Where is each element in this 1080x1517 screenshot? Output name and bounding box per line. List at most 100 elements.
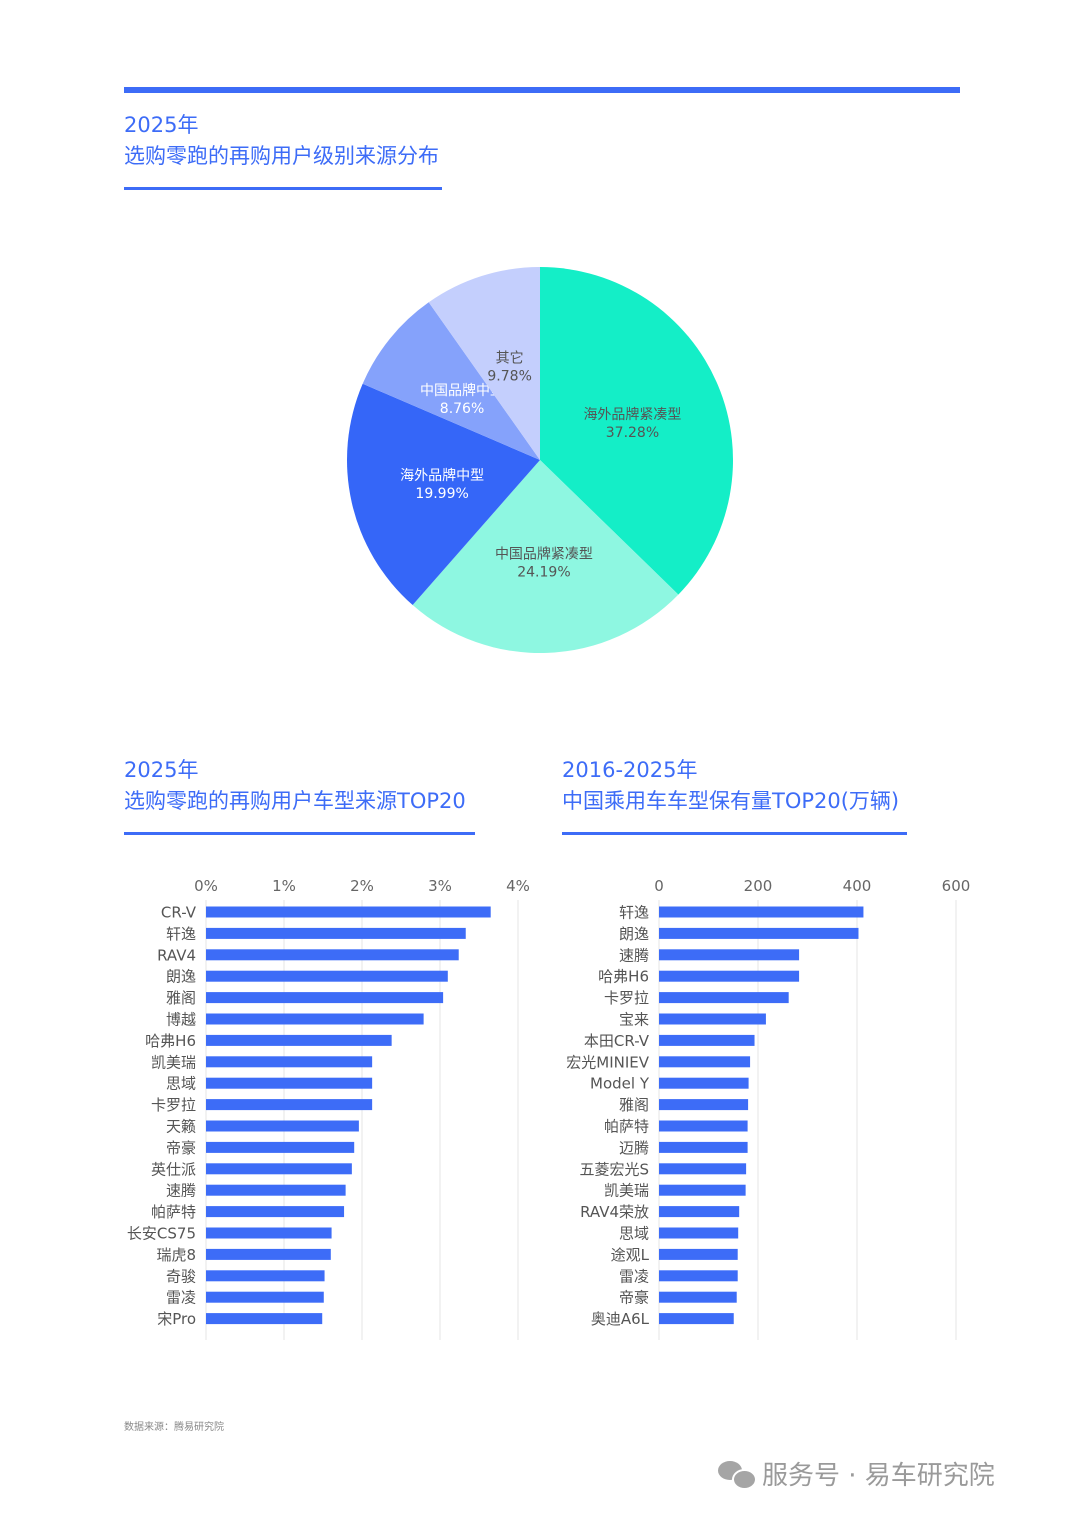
- right-chart-bar: [659, 1313, 734, 1325]
- pie-slice: [362, 302, 540, 460]
- left-chart-bar: [206, 1206, 345, 1218]
- right-chart-category-label: 轩逸: [619, 904, 649, 922]
- left-chart-category-label: 帕萨特: [151, 1203, 196, 1221]
- left-chart-category-label: 轩逸: [166, 925, 196, 943]
- left-chart-bar: [206, 949, 459, 961]
- right-chart-bar: [659, 1077, 749, 1089]
- left-chart-bar: [206, 1184, 346, 1196]
- pie-chart: 海外品牌紧凑型 37.28% 中国品牌紧凑型 24.19% 海外品牌中型 19.99% 中国…: [347, 267, 733, 653]
- pie-slice-label: 海外品牌紧凑型: [583, 406, 681, 423]
- right-chart-category-label: 雅阁: [619, 1096, 649, 1114]
- left-chart-bar: [206, 1099, 373, 1111]
- pie-slice-value: 19.99%: [415, 486, 468, 502]
- watermark-text: 服务号 · 易车研究院: [762, 1461, 995, 1491]
- right-chart-bar: [659, 1270, 738, 1282]
- right-chart-bar: [659, 1163, 747, 1175]
- right-chart-tick-label: 0: [654, 877, 664, 895]
- left-chart-category-label: 朗逸: [166, 968, 196, 986]
- left-chart-bar: [206, 1227, 332, 1239]
- left-chart-bar: [206, 1034, 392, 1046]
- right-chart-category-label: 雷凌: [619, 1267, 649, 1285]
- left-chart-bar: [206, 906, 491, 918]
- pie-slice-value: 8.76%: [440, 401, 484, 417]
- left-chart-bar: [206, 1313, 323, 1325]
- wechat-icon: [718, 1459, 757, 1490]
- top-accent-bar: [124, 87, 960, 93]
- right-section-title: 2016-2025年 中国乘用车车型保有量TOP20(万辆): [562, 755, 899, 817]
- left-chart-category-label: 博越: [166, 1011, 196, 1029]
- right-chart-category-label: 迈腾: [619, 1139, 649, 1157]
- left-chart-category-label: 卡罗拉: [151, 1096, 196, 1114]
- left-chart-tick-label: 2%: [350, 877, 374, 895]
- right-chart-category-label: 五菱宏光S: [579, 1160, 649, 1178]
- left-chart-category-label: 思域: [166, 1075, 196, 1093]
- left-chart-bar: [206, 1141, 355, 1153]
- pie-slice: [412, 460, 679, 653]
- right-chart-category-label: 凯美瑞: [604, 1182, 649, 1200]
- right-chart-tick-label: 200: [744, 877, 773, 895]
- pie-section-year: 2025年: [124, 113, 199, 137]
- right-chart-tick-label: 600: [942, 877, 971, 895]
- right-chart-category-label: RAV4荣放: [580, 1203, 649, 1221]
- left-chart-category-label: 英仕派: [151, 1160, 196, 1178]
- left-title-underline: [124, 832, 475, 835]
- pie-slice: [428, 267, 540, 460]
- left-chart-bar: [206, 1248, 331, 1260]
- right-chart-bar: [659, 1206, 740, 1218]
- right-chart-category-label: 途观L: [611, 1246, 650, 1264]
- right-chart-bar: [659, 949, 800, 961]
- left-chart-bar: [206, 1270, 325, 1282]
- pie-slice-label: 其它: [496, 349, 524, 366]
- left-chart-bar: [206, 1077, 373, 1089]
- pie-slice-label: 中国品牌中型: [420, 382, 504, 399]
- left-chart-category-label: 天籁: [166, 1118, 196, 1136]
- right-chart-bar: [659, 1013, 766, 1025]
- left-section-title: 2025年 选购零跑的再购用户车型来源TOP20: [124, 755, 466, 817]
- pie-slice-value: 9.78%: [487, 368, 531, 384]
- left-chart-bar: [206, 1291, 324, 1303]
- left-chart-category-label: 凯美瑞: [151, 1053, 196, 1071]
- right-section-heading: 中国乘用车车型保有量TOP20(万辆): [562, 789, 900, 813]
- left-chart-category-label: 宋Pro: [157, 1310, 196, 1328]
- left-section-heading: 选购零跑的再购用户车型来源TOP20: [124, 789, 466, 813]
- pie-slice-value: 37.28%: [606, 425, 659, 441]
- right-chart-category-label: 速腾: [619, 946, 649, 964]
- left-chart-category-label: 奇骏: [166, 1267, 196, 1285]
- left-chart-category-label: 瑞虎8: [156, 1246, 196, 1264]
- right-chart-category-label: 奥迪A6L: [591, 1310, 650, 1328]
- pie-section-heading: 选购零跑的再购用户级别来源分布: [124, 144, 439, 168]
- right-title-underline: [562, 832, 907, 835]
- left-chart-tick-label: 4%: [506, 877, 530, 895]
- right-chart-tick-label: 400: [843, 877, 872, 895]
- left-chart-category-label: CR-V: [161, 904, 197, 922]
- data-source-note: 数据来源：腾易研究院: [124, 1422, 224, 1433]
- right-chart-category-label: 宏光MINIEV: [566, 1053, 649, 1071]
- left-chart-bar: [206, 1013, 424, 1025]
- left-chart-category-label: 长安CS75: [127, 1225, 196, 1243]
- right-chart-bar: [659, 1056, 751, 1068]
- right-chart-bar: [659, 1141, 748, 1153]
- right-chart-bar: [659, 906, 864, 918]
- pie-title-underline: [124, 187, 442, 190]
- left-chart-category-label: 哈弗H6: [145, 1032, 196, 1050]
- right-chart-category-label: 宝来: [619, 1011, 649, 1029]
- pie-slice: [347, 383, 540, 606]
- right-chart-category-label: 朗逸: [619, 925, 649, 943]
- right-chart-bar: [659, 927, 859, 939]
- pie-section-title: 2025年 选购零跑的再购用户级别来源分布: [124, 110, 439, 172]
- pie-slice: [540, 267, 733, 595]
- left-chart-bar: [206, 992, 444, 1004]
- left-chart-bar: [206, 927, 466, 939]
- right-chart-category-label: 帕萨特: [604, 1118, 649, 1136]
- right-chart-bar: [659, 1184, 746, 1196]
- left-chart-bar: [206, 1056, 373, 1068]
- right-chart-bar: [659, 1291, 737, 1303]
- right-chart-category-label: 本田CR-V: [584, 1032, 650, 1050]
- right-chart-bar: [659, 970, 800, 982]
- right-chart-bar: [659, 1227, 739, 1239]
- right-chart-bar: [659, 1099, 749, 1111]
- left-chart-category-label: 雅阁: [166, 989, 196, 1007]
- pie-slice-label: 中国品牌紧凑型: [495, 545, 593, 562]
- right-chart-bar: [659, 1248, 738, 1260]
